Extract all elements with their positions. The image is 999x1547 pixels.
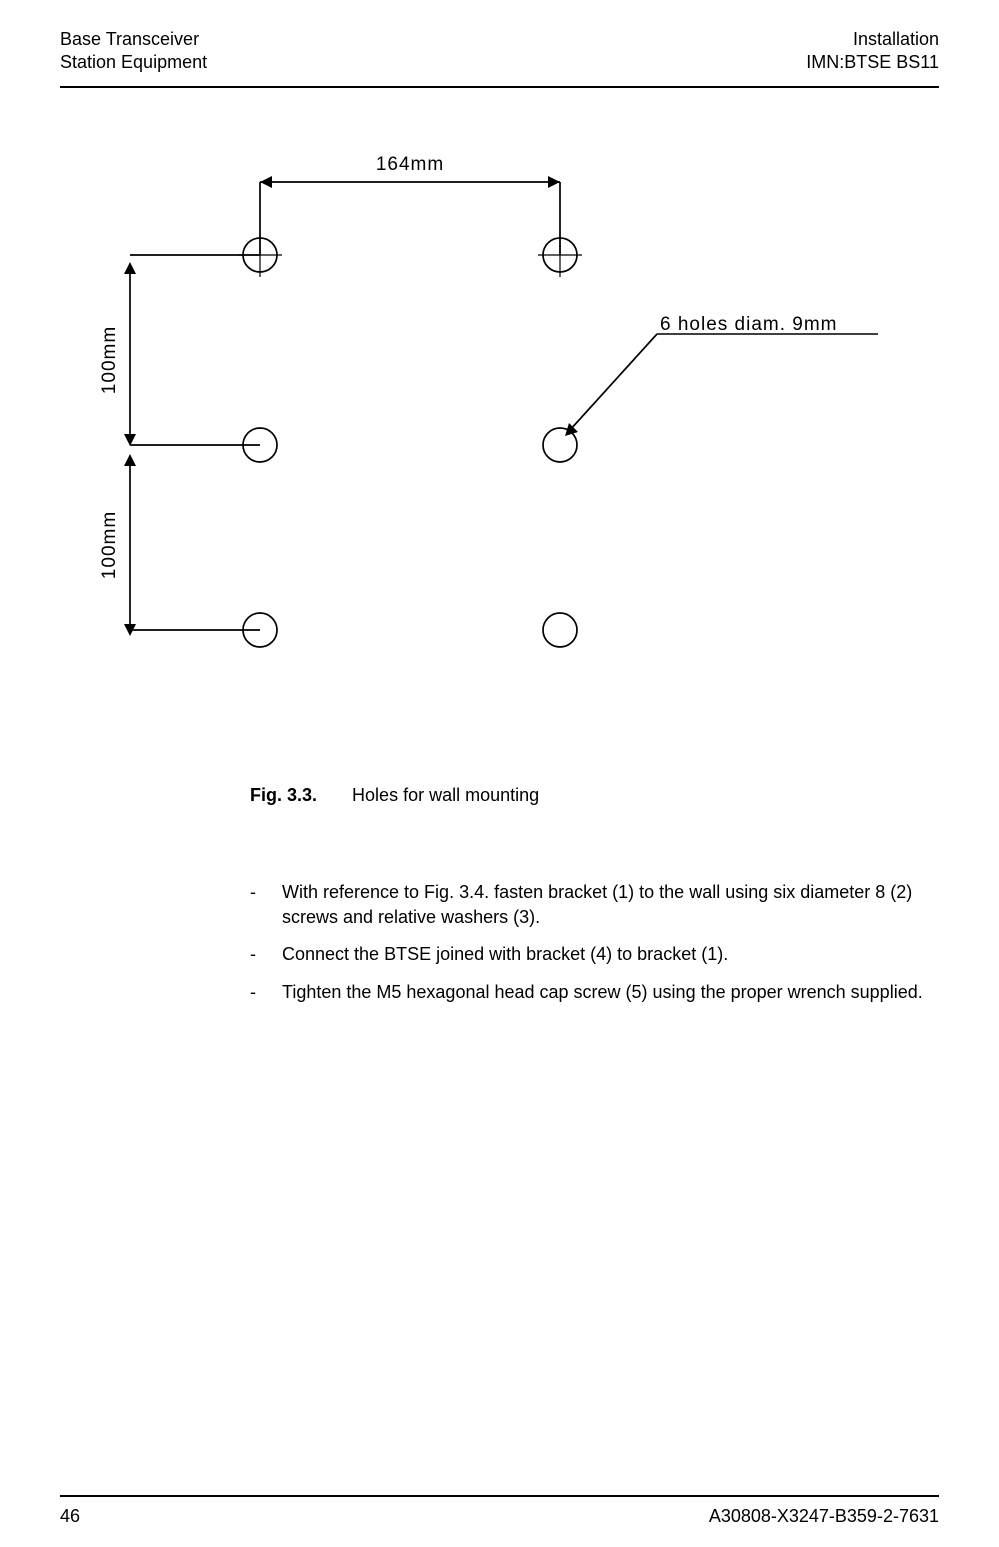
figure-caption-text: Holes for wall mounting	[352, 785, 539, 805]
page-number: 46	[60, 1506, 80, 1527]
header-right-line1: Installation	[806, 28, 939, 51]
document-id: A30808-X3247-B359-2-7631	[709, 1506, 939, 1527]
hole-note-label: 6 holes diam. 9mm	[660, 314, 838, 335]
instruction-item: - Tighten the M5 hexagonal head cap scre…	[250, 980, 930, 1005]
bullet-dash: -	[250, 880, 282, 930]
header-right: Installation IMN:BTSE BS11	[806, 28, 939, 75]
dim-side-upper-label: 100mm	[99, 326, 120, 394]
dim-side-lower-label: 100mm	[99, 511, 120, 579]
instruction-text: Connect the BTSE joined with bracket (4)…	[282, 942, 728, 967]
page-footer: 46 A30808-X3247-B359-2-7631	[60, 1506, 939, 1527]
header-right-line2: IMN:BTSE BS11	[806, 51, 939, 74]
header-left-line2: Station Equipment	[60, 51, 207, 74]
figure-label: Fig. 3.3.	[250, 785, 317, 805]
instruction-text: With reference to Fig. 3.4. fasten brack…	[282, 880, 930, 930]
bullet-dash: -	[250, 942, 282, 967]
diagram-svg: 164mm 100mm 100mm 6 holes diam. 9mm	[60, 140, 940, 760]
figure-caption: Fig. 3.3. Holes for wall mounting	[250, 785, 539, 806]
instruction-item: - Connect the BTSE joined with bracket (…	[250, 942, 930, 967]
footer-divider	[60, 1495, 939, 1497]
instruction-item: - With reference to Fig. 3.4. fasten bra…	[250, 880, 930, 930]
header-left: Base Transceiver Station Equipment	[60, 28, 207, 75]
header-left-line1: Base Transceiver	[60, 28, 207, 51]
dim-top-label: 164mm	[376, 154, 444, 175]
instruction-text: Tighten the M5 hexagonal head cap screw …	[282, 980, 923, 1005]
mounting-diagram: 164mm 100mm 100mm 6 holes diam. 9mm	[60, 140, 940, 760]
header-divider	[60, 86, 939, 88]
page-header: Base Transceiver Station Equipment Insta…	[60, 28, 939, 75]
instruction-list: - With reference to Fig. 3.4. fasten bra…	[250, 880, 930, 1017]
bullet-dash: -	[250, 980, 282, 1005]
